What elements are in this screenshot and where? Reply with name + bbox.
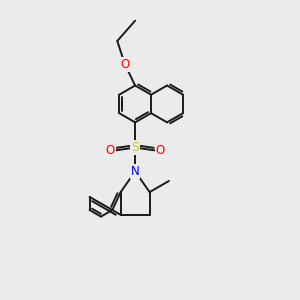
Text: O: O (120, 58, 129, 70)
Text: N: N (131, 165, 140, 178)
Text: S: S (131, 141, 139, 154)
Text: O: O (106, 144, 115, 157)
Text: O: O (155, 144, 165, 157)
